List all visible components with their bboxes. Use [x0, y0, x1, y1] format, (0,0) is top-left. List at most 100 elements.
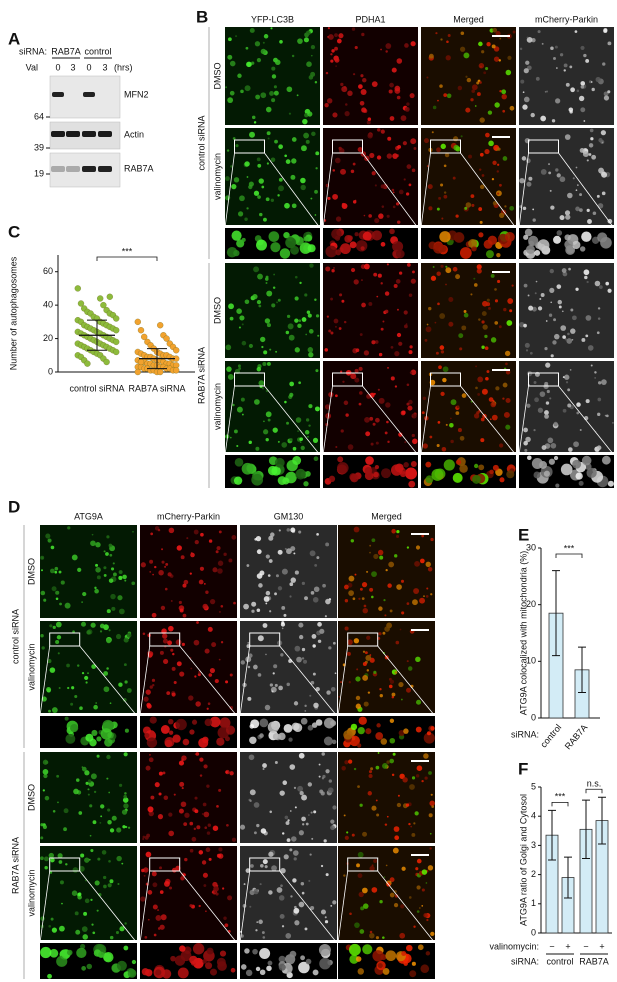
signal-spot: [47, 659, 52, 664]
signal-spot: [590, 364, 593, 367]
signal-spot: [586, 467, 597, 478]
signal-spot: [459, 435, 465, 441]
signal-spot: [325, 542, 330, 547]
signal-spot: [107, 808, 111, 812]
signal-spot: [294, 318, 299, 323]
signal-spot: [322, 583, 326, 588]
signal-spot: [359, 391, 363, 395]
signal-spot: [436, 443, 440, 448]
signal-spot: [211, 642, 217, 648]
signal-spot: [272, 733, 280, 740]
signal-spot: [358, 366, 363, 371]
signal-spot: [549, 268, 554, 274]
panel-letter: A: [8, 29, 20, 48]
signal-spot: [271, 690, 274, 693]
signal-spot: [117, 595, 123, 601]
signal-spot: [110, 593, 116, 600]
signal-spot: [195, 752, 200, 756]
signal-spot: [102, 875, 107, 880]
signal-spot: [527, 455, 532, 461]
zoom-line: [179, 870, 238, 944]
signal-spot: [268, 535, 274, 541]
signal-spot: [452, 176, 456, 180]
signal-spot: [414, 811, 419, 816]
label: DMSO: [212, 63, 222, 90]
signal-spot: [261, 387, 265, 390]
signal-spot: [256, 823, 260, 828]
signal-spot: [320, 791, 325, 796]
signal-spot: [47, 538, 52, 543]
signal-spot: [164, 587, 168, 591]
signal-spot: [597, 397, 602, 402]
signal-spot: [385, 43, 392, 49]
signal-spot: [428, 206, 433, 211]
signal-spot: [357, 873, 363, 879]
signal-spot: [371, 595, 374, 599]
zoom-box: [49, 857, 81, 872]
signal-spot: [366, 570, 369, 573]
signal-spot: [412, 438, 418, 445]
signal-spot: [378, 397, 385, 404]
signal-spot: [167, 640, 172, 646]
signal-spot: [394, 85, 401, 92]
signal-spot: [56, 635, 62, 640]
signal-spot: [509, 105, 515, 111]
signal-spot: [366, 120, 371, 125]
signal-spot: [202, 959, 207, 964]
signal-spot: [64, 602, 71, 609]
signal-spot: [368, 214, 372, 218]
signal-spot: [267, 960, 273, 966]
signal-spot: [354, 368, 359, 373]
signal-spot: [389, 718, 395, 723]
signal-spot: [158, 771, 163, 776]
signal-spot: [292, 878, 297, 883]
signal-spot: [550, 442, 557, 449]
signal-spot: [413, 925, 416, 928]
signal-spot: [157, 909, 160, 912]
signal-spot: [340, 681, 342, 683]
signal-spot: [160, 725, 170, 734]
signal-spot: [245, 868, 251, 873]
signal-spot: [171, 692, 176, 697]
signal-spot: [377, 963, 383, 969]
signal-spot: [351, 833, 355, 837]
signal-spot: [371, 887, 378, 893]
signal-spot: [457, 428, 462, 433]
signal-spot: [440, 264, 444, 268]
signal-spot: [558, 305, 562, 309]
signal-spot: [416, 910, 420, 913]
signal-spot: [430, 275, 437, 281]
signal-spot: [262, 763, 267, 768]
zoom-line: [322, 385, 333, 456]
signal-spot: [90, 773, 97, 780]
signal-spot: [302, 118, 308, 125]
signal-spot: [124, 680, 128, 684]
label: 2: [531, 869, 536, 879]
signal-spot: [215, 892, 219, 896]
signal-spot: [479, 81, 482, 84]
signal-spot: [405, 192, 410, 196]
signal-spot: [586, 280, 589, 284]
signal-spot: [152, 573, 154, 576]
signal-spot: [476, 268, 482, 274]
signal-spot: [298, 961, 310, 974]
signal-spot: [549, 397, 552, 400]
signal-spot: [150, 532, 154, 536]
signal-spot: [298, 530, 302, 534]
signal-spot: [545, 362, 551, 368]
signal-spot: [123, 803, 129, 809]
signal-spot: [227, 97, 234, 104]
signal-spot: [428, 53, 434, 59]
signal-spot: [299, 791, 304, 796]
signal-spot: [40, 634, 44, 638]
signal-spot: [396, 58, 403, 64]
signal-spot: [565, 214, 571, 220]
signal-spot: [119, 608, 125, 615]
signal-spot: [550, 205, 555, 210]
signal-spot: [236, 444, 239, 448]
signal-spot: [335, 394, 338, 398]
signal-spot: [523, 283, 528, 288]
signal-spot: [259, 718, 269, 728]
signal-spot: [286, 682, 290, 687]
signal-spot: [350, 169, 355, 174]
